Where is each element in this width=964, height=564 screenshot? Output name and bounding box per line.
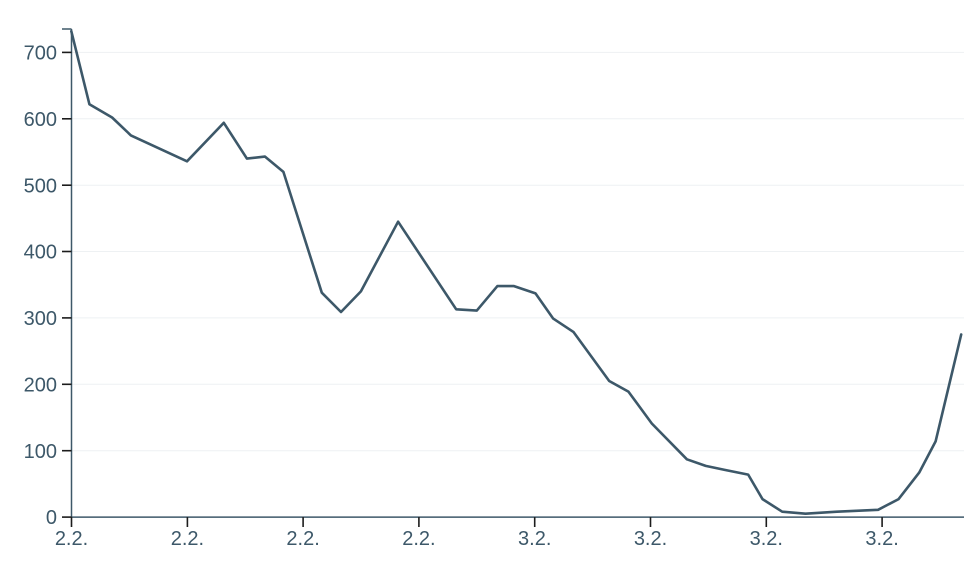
svg-text:500: 500: [24, 175, 57, 197]
svg-text:400: 400: [24, 242, 57, 264]
svg-text:3.2.: 3.2.: [634, 528, 667, 550]
svg-text:3.2.: 3.2.: [750, 528, 783, 550]
svg-text:100: 100: [24, 441, 57, 463]
svg-text:700: 700: [24, 43, 57, 65]
svg-text:3.2.: 3.2.: [518, 528, 551, 550]
svg-text:2.2.: 2.2.: [55, 528, 88, 550]
svg-text:600: 600: [24, 109, 57, 131]
svg-text:3.2.: 3.2.: [865, 528, 898, 550]
svg-text:2.2.: 2.2.: [402, 528, 435, 550]
svg-text:0: 0: [46, 507, 57, 529]
svg-text:2.2.: 2.2.: [171, 528, 204, 550]
svg-text:300: 300: [24, 308, 57, 330]
svg-text:2.2.: 2.2.: [286, 528, 319, 550]
svg-text:200: 200: [24, 374, 57, 396]
